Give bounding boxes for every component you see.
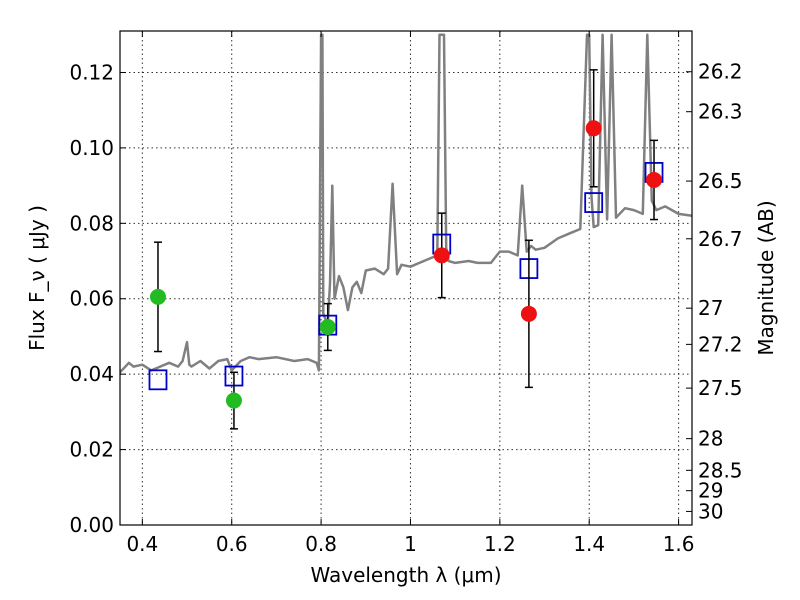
right-tick-label: 26.5 [698, 169, 743, 193]
x-tick-label: 1.6 [663, 532, 695, 556]
right-tick-label: 26.3 [698, 100, 743, 124]
observed-flux-point [319, 319, 336, 336]
y-axis-label: Flux F_ν ( μJy ) [25, 205, 49, 351]
model-photometry-square [584, 192, 604, 213]
observed-flux-point [646, 171, 663, 188]
right-tick-label: 28.5 [698, 458, 743, 482]
right-tick-label: 28 [698, 427, 723, 451]
plot-frame [119, 30, 693, 526]
model-photometry-square [148, 369, 168, 391]
observed-flux-point [520, 305, 537, 322]
y-tick-label: 0.02 [69, 438, 114, 462]
axis-ticks: 0.4 0.6 0.8 1 1.2 1.4 1.6 0.00 0.02 0.04 0.06 0.08 0… [69, 31, 743, 556]
x-tick-label: 1.4 [573, 532, 605, 556]
y-tick-label: 0.12 [69, 60, 114, 84]
x-tick-label: 0.4 [126, 532, 158, 556]
y-tick-label: 0.08 [69, 211, 114, 235]
right-tick-label: 27 [698, 296, 723, 320]
x-axis-label: Wavelength λ (μm) [310, 563, 501, 587]
x-tick-label: 1 [404, 532, 417, 556]
y-tick-label: 0.10 [69, 136, 114, 160]
x-tick-label: 0.6 [216, 532, 248, 556]
y-tick-label: 0.04 [69, 362, 114, 386]
observed-flux-point [433, 247, 450, 264]
y-tick-label: 0.06 [69, 287, 114, 311]
x-tick-label: 1.2 [484, 532, 516, 556]
observed-flux-point [585, 120, 602, 137]
observed-flux-point [149, 288, 166, 305]
right-tick-label: 27.5 [698, 376, 743, 400]
y-tick-label: 0.00 [69, 513, 114, 537]
right-tick-label: 29 [698, 479, 723, 503]
right-tick-label: 26.7 [698, 227, 743, 251]
right-tick-label: 26.2 [698, 60, 743, 84]
right-tick-label: 30 [698, 499, 723, 523]
x-tick-label: 0.8 [305, 532, 337, 556]
plot-data [120, 33, 692, 430]
right-tick-label: 27.2 [698, 332, 743, 356]
y-axis-right-label: Magnitude (AB) [754, 200, 778, 355]
sed-model-line [120, 33, 692, 374]
observed-flux-point [225, 392, 242, 409]
grid-lines [120, 31, 692, 525]
